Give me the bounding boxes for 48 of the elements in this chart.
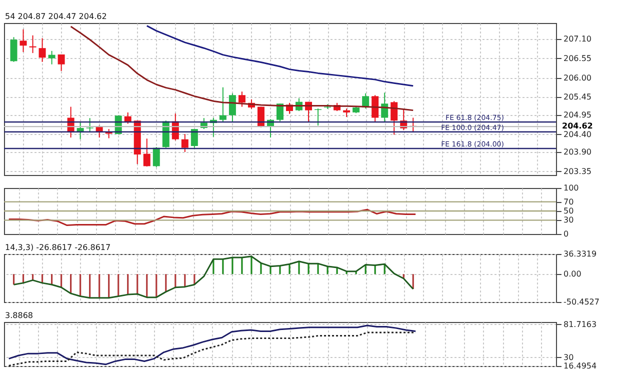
candlestick	[390, 100, 398, 136]
candlestick	[257, 106, 264, 128]
y-tick-label: 203.90	[564, 148, 592, 157]
candlestick	[58, 54, 65, 72]
y-tick-label: 70	[564, 197, 574, 206]
y-tick-label: 204.95	[564, 110, 592, 120]
y-tick-label: 30	[564, 352, 574, 362]
text: 3.8868	[5, 311, 33, 320]
candlestick	[124, 112, 132, 124]
y-tick-label: 0	[564, 230, 569, 238]
candlestick	[228, 92, 236, 122]
candlestick	[219, 86, 226, 123]
ref-line-label: 204.62	[562, 122, 593, 131]
y-tick-label: 204.40	[564, 130, 592, 139]
candlestick	[10, 36, 18, 62]
candlestick	[86, 118, 94, 133]
line-series	[8, 324, 416, 366]
candlestick	[76, 121, 84, 140]
y-tick-label: 30	[564, 216, 574, 225]
candlestick	[38, 38, 46, 62]
y-tick-label: 50	[564, 206, 574, 216]
y-tick-label: 100	[564, 184, 579, 192]
y-tick-label: 205.45	[564, 92, 592, 102]
candlestick	[238, 91, 246, 108]
y-tick-label: 0.00	[564, 270, 582, 279]
text: 14,3,3) -26.8617 -26.8617	[5, 243, 111, 252]
y-tick-label: 81.7163	[564, 320, 597, 329]
y-tick-label: 36.3319	[564, 250, 597, 258]
y-tick-label: 206.00	[564, 73, 592, 82]
line-series	[8, 332, 416, 366]
y-tick-label: -50.4527	[564, 298, 600, 306]
y-tick-label: 207.10	[564, 34, 592, 44]
candlestick	[276, 103, 284, 122]
candlestick	[20, 28, 27, 52]
line-series	[8, 208, 416, 226]
candlestick	[29, 34, 36, 54]
line-series	[146, 25, 414, 87]
y-tick-label: 206.55	[564, 54, 592, 63]
text: 54 204.87 204.47 204.62	[5, 12, 107, 21]
y-tick-label: 16.4954	[564, 362, 597, 370]
candlestick	[190, 128, 198, 148]
candlestick	[143, 138, 150, 168]
candlestick	[152, 146, 160, 168]
line-series	[13, 256, 414, 299]
candlestick	[181, 133, 188, 153]
y-tick-label: 203.35	[564, 166, 592, 176]
candlestick	[48, 50, 56, 65]
candlestick	[372, 94, 379, 123]
